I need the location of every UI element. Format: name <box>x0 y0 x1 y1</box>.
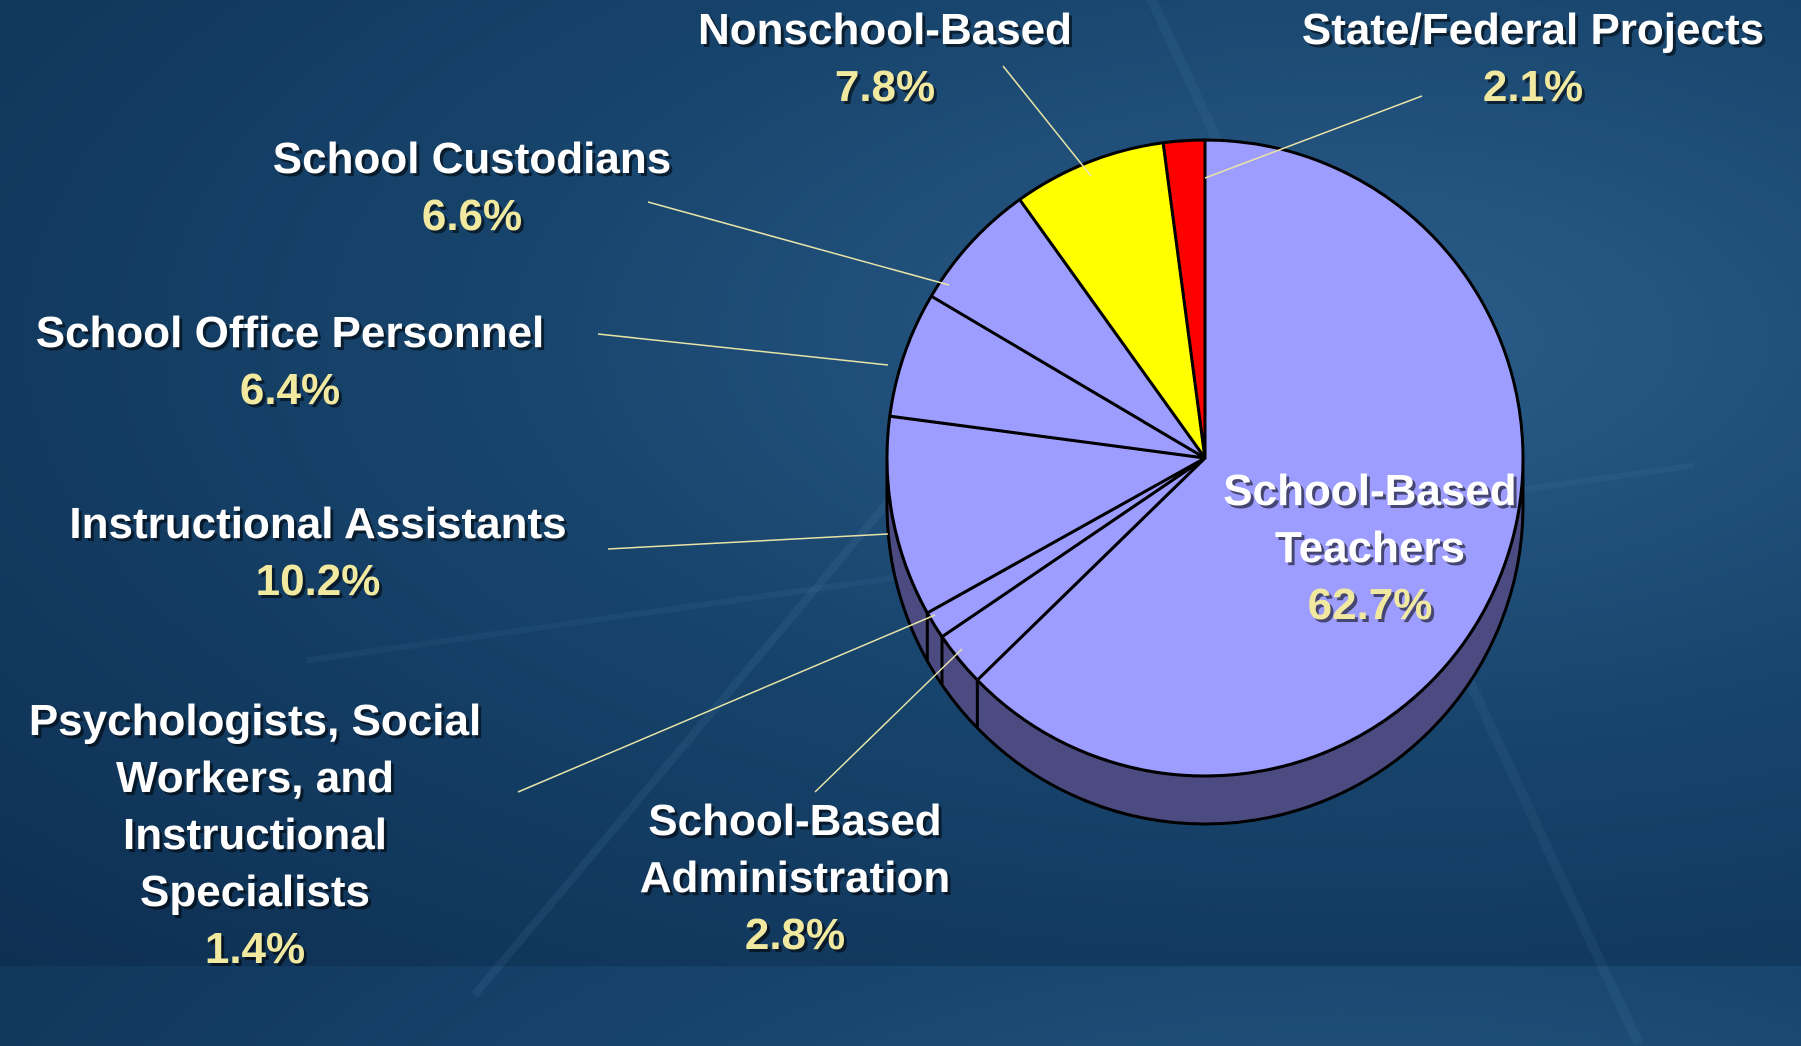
slice-value-shadow: 2.1% <box>1486 65 1586 114</box>
leader-line-instructional-assistants <box>607 533 889 550</box>
slice-value-school-custodians: 6.6% <box>422 191 522 240</box>
pie-slice-instructional-assistants <box>885 414 1207 615</box>
slice-label-psychologists-social-workers-and-instructional-specialists: Instructional <box>123 810 387 859</box>
slice-label-school-based-teachers: School-Based <box>1223 466 1516 515</box>
slice-label-nonschool-based: Nonschool-Based <box>698 5 1072 54</box>
slice-value-shadow: 2.8% <box>748 913 848 962</box>
slice-value-instructional-assistants: 10.2% <box>256 556 381 605</box>
leader-line-psychologists-social-workers-and-instructional-specialists <box>517 614 936 793</box>
slice-value-shadow: 7.8% <box>838 65 938 114</box>
slice-label-shadow: School Office Personnel <box>39 311 548 360</box>
slice-label-school-office-personnel: School Office Personnel <box>36 308 545 357</box>
slice-label-shadow: Teachers <box>1278 526 1468 575</box>
slice-label-school-based-administration: Administration <box>640 853 950 902</box>
pie-slices <box>885 138 1525 778</box>
slice-label-school-based-administration: School-Based <box>648 796 941 845</box>
slice-value-school-based-administration: 2.8% <box>745 910 845 959</box>
slice-label-shadow: State/Federal Projects <box>1305 8 1767 57</box>
slice-value-school-office-personnel: 6.4% <box>240 365 340 414</box>
leader-line-state-federal-projects <box>1204 95 1423 179</box>
slice-value-shadow: 10.2% <box>259 559 384 608</box>
slice-label-psychologists-social-workers-and-instructional-specialists: Workers, and <box>116 753 394 802</box>
slice-label-instructional-assistants: Instructional Assistants <box>69 499 566 548</box>
slice-label-shadow: Instructional Assistants <box>72 502 569 551</box>
pie-slice-school-custodians <box>929 198 1207 460</box>
slice-label-shadow: Instructional <box>126 813 390 862</box>
slice-value-shadow: 6.6% <box>425 194 525 243</box>
slice-label-shadow: Nonschool-Based <box>701 8 1075 57</box>
slice-value-shadow: 6.4% <box>243 368 343 417</box>
slice-label-shadow: School Custodians <box>276 137 674 186</box>
pie-slice-nonschool-based <box>1018 141 1207 460</box>
pie-slice-state-federal-projects <box>1161 138 1207 460</box>
slice-label-shadow: Administration <box>643 856 953 905</box>
slice-label-shadow: School-Based <box>651 799 944 848</box>
slice-label-shadow: Workers, and <box>119 756 397 805</box>
leader-lines <box>517 65 1423 793</box>
leader-line-school-office-personnel <box>597 333 889 366</box>
pie-slice-school-office-personnel <box>888 294 1207 460</box>
slice-value-psychologists-social-workers-and-instructional-specialists: 1.4% <box>205 924 305 966</box>
leader-line-nonschool-based <box>1002 65 1092 177</box>
leader-line-school-based-administration <box>814 648 963 793</box>
pie-slice-school-based-teachers <box>975 138 1525 778</box>
leader-line-school-custodians <box>647 201 950 286</box>
slice-value-state-federal-projects: 2.1% <box>1483 62 1583 111</box>
slice-label-shadow: Specialists <box>143 870 373 919</box>
pie-chart: School-BasedSchool-BasedTeachersTeachers… <box>29 5 1768 966</box>
slice-label-shadow: Psychologists, Social <box>32 699 484 748</box>
slice-value-nonschool-based: 7.8% <box>835 62 935 111</box>
slice-value-shadow: 62.7% <box>1311 583 1436 632</box>
slice-labels: School-BasedSchool-BasedTeachersTeachers… <box>29 5 1767 966</box>
slice-label-psychologists-social-workers-and-instructional-specialists: Specialists <box>140 867 370 916</box>
slice-value-school-based-teachers: 62.7% <box>1308 580 1433 629</box>
slice-value-shadow: 1.4% <box>208 927 308 966</box>
slice-label-school-custodians: School Custodians <box>273 134 671 183</box>
slice-label-shadow: School-Based <box>1226 469 1519 518</box>
slice-label-school-based-teachers: Teachers <box>1275 523 1465 572</box>
slice-label-psychologists-social-workers-and-instructional-specialists: Psychologists, Social <box>29 696 481 745</box>
slice-label-state-federal-projects: State/Federal Projects <box>1302 5 1764 54</box>
